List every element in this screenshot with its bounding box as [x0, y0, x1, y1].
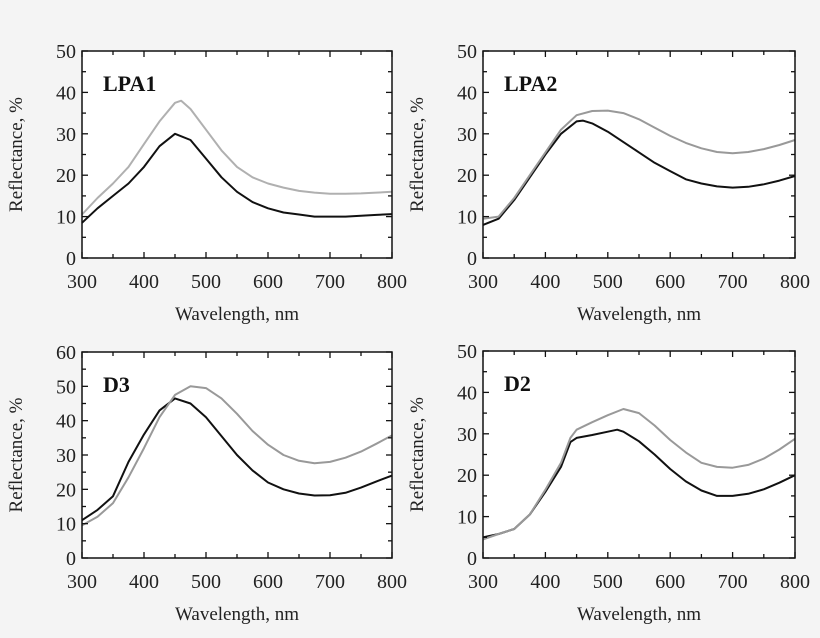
panel-d2: 300 400 500 600 700 800 0 10 20 30 40 50 Wavelength,… — [407, 341, 810, 625]
y-tick-label: 50 — [56, 41, 76, 63]
x-axis-label: Wavelength, nm — [175, 304, 299, 325]
x-tick-label: 700 — [718, 271, 748, 293]
plot-area — [82, 51, 392, 258]
y-tick-label: 20 — [56, 479, 76, 501]
x-tick-label: 400 — [530, 571, 560, 593]
panel-title: LPA1 — [103, 71, 156, 96]
y-tick-label: 50 — [457, 41, 477, 63]
y-axis-label: Reflectance, % — [6, 397, 27, 512]
x-tick-label: 800 — [780, 271, 810, 293]
x-tick-label: 500 — [191, 571, 221, 593]
x-tick-label: 600 — [655, 571, 685, 593]
x-axis-label: Wavelength, nm — [175, 604, 299, 625]
x-tick-label: 800 — [377, 571, 407, 593]
x-tick-label: 300 — [67, 571, 97, 593]
x-axis-label: Wavelength, nm — [577, 604, 701, 625]
series-line-2 — [81, 99, 393, 216]
y-tick-label: 10 — [457, 507, 477, 529]
panel-d3: 300 400 500 600 700 800 0 10 20 30 40 50 60 Wavelengt… — [6, 342, 407, 625]
y-tick-label: 30 — [56, 124, 76, 146]
series-line-2 — [81, 385, 393, 527]
y-tick-label: 50 — [457, 341, 477, 363]
panel-lpa2: 300 400 500 600 700 800 0 10 20 30 40 50 Wavelength,… — [407, 41, 810, 325]
y-tick-label: 40 — [457, 82, 477, 104]
x-tick-label: 600 — [253, 571, 283, 593]
panel-title: D2 — [504, 371, 531, 396]
x-tick-label: 300 — [468, 271, 498, 293]
x-tick-label: 800 — [780, 571, 810, 593]
y-axis-label: Reflectance, % — [407, 397, 428, 512]
x-tick-label: 400 — [129, 571, 159, 593]
y-tick-label: 30 — [457, 124, 477, 146]
y-tick-label: 40 — [457, 382, 477, 404]
y-tick-label: 60 — [56, 342, 76, 364]
y-tick-label: 0 — [467, 248, 477, 270]
x-tick-label: 700 — [315, 571, 345, 593]
series-line-2 — [482, 408, 796, 541]
x-tick-label: 500 — [593, 571, 623, 593]
plot-area — [483, 51, 795, 258]
panel-title: D3 — [103, 372, 130, 397]
x-tick-label: 600 — [253, 271, 283, 293]
y-tick-label: 50 — [56, 376, 76, 398]
series-line-1 — [81, 397, 393, 522]
x-tick-label: 500 — [191, 271, 221, 293]
y-tick-label: 40 — [56, 411, 76, 433]
y-tick-label: 30 — [457, 424, 477, 446]
y-tick-label: 20 — [457, 165, 477, 187]
series-line-1 — [81, 132, 393, 224]
x-tick-label: 600 — [655, 271, 685, 293]
panel-title: LPA2 — [504, 71, 557, 96]
y-tick-label: 30 — [56, 445, 76, 467]
plot-area — [483, 351, 795, 558]
x-tick-label: 300 — [468, 571, 498, 593]
x-axis-label: Wavelength, nm — [577, 304, 701, 325]
x-tick-label: 400 — [129, 271, 159, 293]
y-axis-label: Reflectance, % — [407, 97, 428, 212]
series-line-2 — [482, 109, 796, 220]
y-tick-label: 0 — [467, 548, 477, 570]
x-tick-label: 800 — [377, 271, 407, 293]
y-tick-label: 10 — [56, 207, 76, 229]
y-axis-label: Reflectance, % — [6, 97, 27, 212]
y-tick-label: 0 — [66, 248, 76, 270]
x-tick-label: 300 — [67, 271, 97, 293]
x-tick-label: 500 — [593, 271, 623, 293]
x-tick-label: 700 — [718, 571, 748, 593]
x-tick-label: 400 — [530, 271, 560, 293]
series-line-1 — [482, 119, 796, 226]
y-tick-label: 10 — [457, 207, 477, 229]
y-tick-label: 20 — [56, 165, 76, 187]
y-tick-label: 10 — [56, 514, 76, 536]
x-tick-label: 700 — [315, 271, 345, 293]
panel-lpa1: 300 400 500 600 700 800 0 10 20 30 40 50 Wavelength,… — [6, 41, 407, 325]
y-tick-label: 0 — [66, 548, 76, 570]
y-tick-label: 20 — [457, 465, 477, 487]
y-tick-label: 40 — [56, 82, 76, 104]
